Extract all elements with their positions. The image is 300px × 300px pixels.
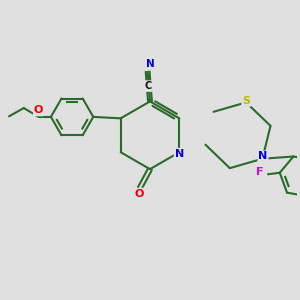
Text: F: F bbox=[256, 167, 264, 177]
Text: C: C bbox=[145, 81, 152, 91]
Text: N: N bbox=[175, 149, 184, 159]
Text: S: S bbox=[242, 96, 250, 106]
Text: O: O bbox=[34, 105, 43, 116]
Text: N: N bbox=[146, 59, 154, 69]
Text: N: N bbox=[258, 152, 268, 161]
Text: O: O bbox=[134, 189, 144, 199]
